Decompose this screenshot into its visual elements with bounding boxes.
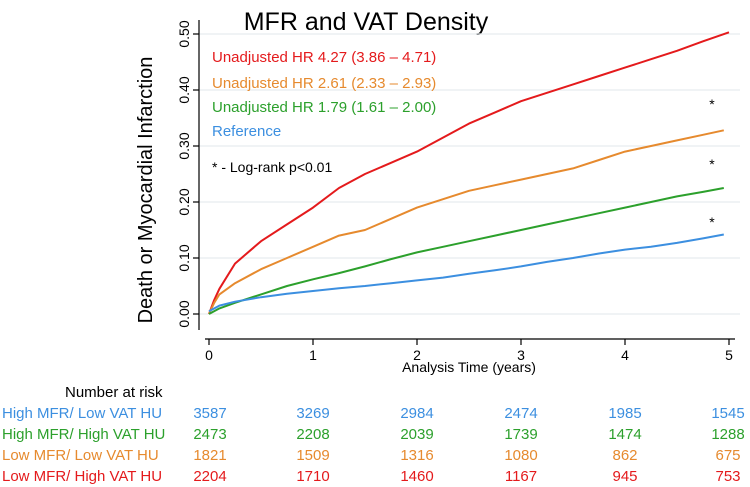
risk-count: 2039: [400, 426, 433, 443]
x-tick-label: 0: [205, 347, 213, 363]
risk-count: 1460: [400, 468, 433, 485]
axes: 0.00 0.10 0.20 0.30 0.40 0.50 0 1 2 3 4 5: [176, 20, 735, 363]
series-line-3: [208, 233, 724, 313]
risk-count: 1080: [504, 447, 537, 464]
legend: Unadjusted HR 4.27 (3.86 – 4.71) Unadjust…: [212, 49, 436, 175]
legend-entry: Unadjusted HR 4.27 (3.86 – 4.71): [212, 49, 436, 66]
risk-count: 1288: [711, 426, 744, 443]
risk-count: 1985: [608, 405, 641, 422]
legend-entry: Unadjusted HR 1.79 (1.61 – 2.00): [212, 99, 436, 116]
y-tick-label: 0.20: [176, 188, 192, 215]
legend-entry: Unadjusted HR 2.61 (2.33 – 2.93): [212, 75, 436, 92]
risk-count: 2473: [193, 426, 226, 443]
risk-count: 675: [715, 447, 740, 464]
series-line-0: [208, 31, 730, 315]
y-tick-label: 0.10: [176, 244, 192, 271]
risk-row-label: Low MFR/ High VAT HU: [2, 468, 162, 485]
risk-count: 1739: [504, 426, 537, 443]
risk-count: 2984: [400, 405, 433, 422]
y-tick-label: 0.40: [176, 76, 192, 103]
risk-count: 3587: [193, 405, 226, 422]
risk-count: 1545: [711, 405, 744, 422]
risk-count: 3269: [296, 405, 329, 422]
risk-count: 1167: [505, 468, 537, 485]
risk-row-label: High MFR/ Low VAT HU: [2, 405, 162, 422]
risk-count: 2208: [296, 426, 329, 443]
significance-asterisk: *: [709, 156, 715, 172]
legend-entry: Reference: [212, 123, 281, 140]
y-axis-label: Death or Myocardial Infarction: [135, 57, 157, 324]
risk-count: 1821: [193, 447, 226, 464]
x-tick-label: 4: [621, 347, 629, 363]
risk-count: 945: [612, 468, 637, 485]
x-axis-label: Analysis Time (years): [402, 359, 536, 375]
significance-asterisk: *: [709, 214, 715, 230]
x-tick-label: 1: [309, 347, 317, 363]
risk-count: 1710: [296, 468, 329, 485]
risk-count: 1316: [400, 447, 433, 464]
risk-count: 862: [612, 447, 637, 464]
x-tick-label: 5: [725, 347, 733, 363]
risk-table-title: Number at risk: [65, 384, 163, 401]
risk-count: 753: [715, 468, 740, 485]
risk-count: 1509: [296, 447, 329, 464]
x-tick-label: 3: [517, 347, 525, 363]
annotations: * * *: [709, 96, 715, 230]
legend-note: * - Log-rank p<0.01: [212, 159, 332, 175]
risk-table: Number at risk High MFR/ Low VAT HU 3587 32…: [2, 384, 745, 485]
series-lines: [208, 31, 730, 315]
risk-row-label: High MFR/ High VAT HU: [2, 426, 165, 443]
risk-row-label: Low MFR/ Low VAT HU: [2, 447, 159, 464]
series-line-2: [208, 187, 724, 315]
series-line-1: [208, 129, 725, 315]
x-tick-label: 2: [413, 347, 421, 363]
y-tick-label: 0.00: [176, 300, 192, 327]
chart-title: MFR and VAT Density: [244, 8, 489, 36]
risk-count: 2204: [193, 468, 226, 485]
risk-count: 2474: [504, 405, 537, 422]
y-tick-label: 0.50: [176, 20, 192, 47]
risk-count: 1474: [608, 426, 641, 443]
significance-asterisk: *: [709, 96, 715, 112]
y-tick-label: 0.30: [176, 132, 192, 159]
